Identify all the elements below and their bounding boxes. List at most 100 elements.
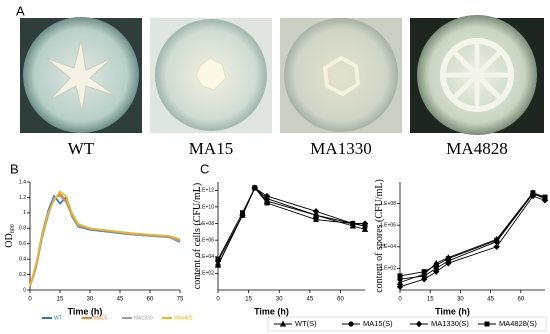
x-tick-label: 15 xyxy=(57,297,64,303)
series-line xyxy=(399,193,546,280)
x-tick-label: 30 xyxy=(276,297,283,303)
series-line xyxy=(217,187,366,266)
marker xyxy=(397,273,403,279)
marker xyxy=(215,262,221,268)
marker xyxy=(433,268,440,275)
marker xyxy=(312,208,320,215)
legend-marker xyxy=(415,320,423,328)
y-tick-label: 1.E+04 xyxy=(198,254,214,260)
marker xyxy=(264,200,270,206)
photo-label: WT xyxy=(68,139,95,158)
x-tick-label: 60 xyxy=(337,297,344,303)
legend-label: MA1330 xyxy=(134,315,153,321)
series-line xyxy=(399,192,546,277)
colony-photo xyxy=(280,18,402,133)
series-line xyxy=(29,192,181,288)
y-axis-label-text: content of spores (CFU/mL) xyxy=(374,179,385,293)
series-line xyxy=(29,195,181,287)
marker xyxy=(263,192,271,200)
legend-label: MA1330(S) xyxy=(431,319,469,328)
y-tick-label: 1.E+10 xyxy=(198,204,214,210)
y-tick-label: 1.E+06 xyxy=(198,237,214,243)
x-tick-label: 15 xyxy=(427,297,434,303)
marker xyxy=(240,210,245,216)
marker xyxy=(421,273,427,279)
y-axis-label-text: content of cells (CFU/mL) xyxy=(192,183,203,289)
photo-label: MA4828 xyxy=(446,139,507,158)
y-tick-label: 0.8 xyxy=(19,226,26,232)
x-tick-label: 15 xyxy=(245,297,252,303)
legend-marker xyxy=(348,321,354,327)
x-tick-label: 0 xyxy=(28,297,32,303)
marker xyxy=(252,185,258,191)
legend-box xyxy=(267,316,547,332)
panel-label: C xyxy=(200,161,209,176)
y-tick-label: 1.E+02 xyxy=(380,266,396,272)
y-tick-label: 0 xyxy=(23,287,26,293)
marker xyxy=(361,225,369,232)
marker xyxy=(362,223,368,229)
x-tick-label: 45 xyxy=(307,297,314,303)
x-tick-label: 0 xyxy=(216,297,220,303)
x-tick-label: 60 xyxy=(147,297,154,303)
marker xyxy=(445,256,451,262)
x-axis-label: Time (h) xyxy=(254,306,289,316)
y-axis-label: content of spores (CFU/mL) xyxy=(374,179,385,293)
y-tick-label: 1.E+08 xyxy=(380,201,396,207)
colony-photo xyxy=(150,18,272,133)
legend-label: MA15(S) xyxy=(363,319,393,328)
photo-label: MA1330 xyxy=(310,139,371,158)
y-axis-label: content of cells (CFU/mL) xyxy=(192,183,203,289)
y-tick-label: 1.4 xyxy=(19,179,26,185)
y-tick-label: 1.E+04 xyxy=(380,244,396,250)
legend-label: WT xyxy=(54,315,62,321)
legend-label: WT(S) xyxy=(295,319,317,328)
y-tick-label: 0.6 xyxy=(19,241,26,247)
marker xyxy=(420,276,428,283)
legend-label: MA4828(S) xyxy=(499,319,537,328)
y-tick-label: 1 xyxy=(23,210,26,216)
y-tick-label: 1.2 xyxy=(19,195,26,201)
marker xyxy=(542,194,548,200)
series-line xyxy=(217,186,366,266)
x-axis-label: Time (h) xyxy=(435,306,470,316)
panel-label: A xyxy=(16,3,25,18)
colony-photo xyxy=(410,15,544,135)
legend-marker xyxy=(484,321,490,327)
x-tick-label: 30 xyxy=(457,297,464,303)
marker xyxy=(396,278,404,285)
y-tick-label: 1.E+12 xyxy=(198,188,214,194)
y-tick-label: 0.2 xyxy=(19,272,26,278)
x-tick-label: 0 xyxy=(398,297,402,303)
panel-label: B xyxy=(10,161,19,176)
series-line xyxy=(29,190,181,286)
marker xyxy=(445,260,452,267)
marker xyxy=(494,237,500,243)
marker xyxy=(313,217,319,223)
y-axis-label: OD600 xyxy=(4,224,16,247)
x-tick-label: 60 xyxy=(517,297,524,303)
marker xyxy=(530,190,536,196)
y-axis-label-subscript: 600 xyxy=(10,224,16,233)
marker xyxy=(215,256,221,262)
marker xyxy=(313,212,319,218)
marker xyxy=(433,262,439,268)
x-axis-label: Time (h) xyxy=(68,306,103,316)
x-tick-label: 45 xyxy=(487,297,494,303)
y-tick-label: 1.E+08 xyxy=(198,221,214,227)
photo-label: MA15 xyxy=(189,139,233,158)
marker xyxy=(350,221,356,227)
legend-label: MA15 xyxy=(94,315,107,321)
x-tick-label: 45 xyxy=(117,297,124,303)
x-tick-label: 30 xyxy=(87,297,94,303)
y-tick-label: 0.4 xyxy=(19,256,26,262)
series-line xyxy=(217,187,365,262)
legend-label: MA4828 xyxy=(174,315,193,321)
colony-photo xyxy=(20,17,142,133)
marker xyxy=(239,212,246,219)
y-axis-label-text: OD xyxy=(4,233,15,247)
legend-marker xyxy=(279,320,287,327)
y-tick-label: 1.E+02 xyxy=(198,271,214,277)
marker xyxy=(493,243,500,250)
